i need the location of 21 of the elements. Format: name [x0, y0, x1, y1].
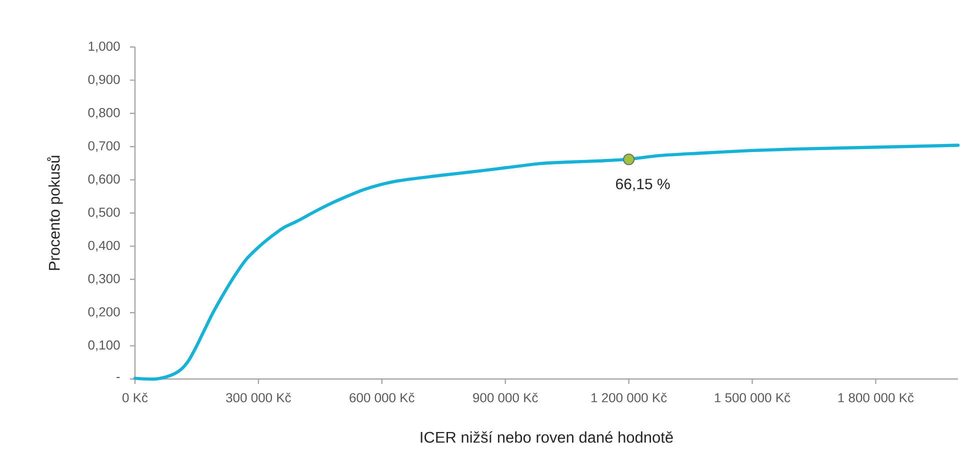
x-tick-label: 300 000 Kč: [226, 392, 291, 402]
x-tick-label: 900 000 Kč: [473, 392, 538, 402]
x-tick-label: 0 Kč: [122, 392, 148, 402]
y-tick-label: 0,300: [88, 274, 120, 285]
y-tick-label: 0,200: [88, 307, 120, 318]
x-tick-label: 1 200 000 Kč: [591, 392, 667, 402]
y-tick-label: 0,800: [88, 108, 120, 119]
y-tick-label: 0,600: [88, 174, 120, 186]
x-tick-label: 1 800 000 Kč: [838, 392, 914, 402]
x-axis-title: ICER nižší nebo roven dané hodnotě: [420, 431, 673, 443]
y-tick-label: 0,700: [88, 141, 120, 152]
y-tick-label: -: [116, 377, 120, 378]
y-tick-label: 0,400: [88, 240, 120, 252]
y-tick-label: 0,900: [88, 74, 120, 86]
x-tick-label: 1 500 000 Kč: [714, 392, 790, 402]
y-tick-label: 0,500: [88, 208, 120, 218]
y-tick-label: 1,000: [88, 42, 120, 52]
y-tick-label: 0,100: [88, 340, 120, 352]
x-tick-label: 600 000 Kč: [350, 392, 414, 402]
data-label: 66,15 %: [616, 178, 670, 192]
y-axis-title: Procento pokusů: [47, 156, 63, 270]
